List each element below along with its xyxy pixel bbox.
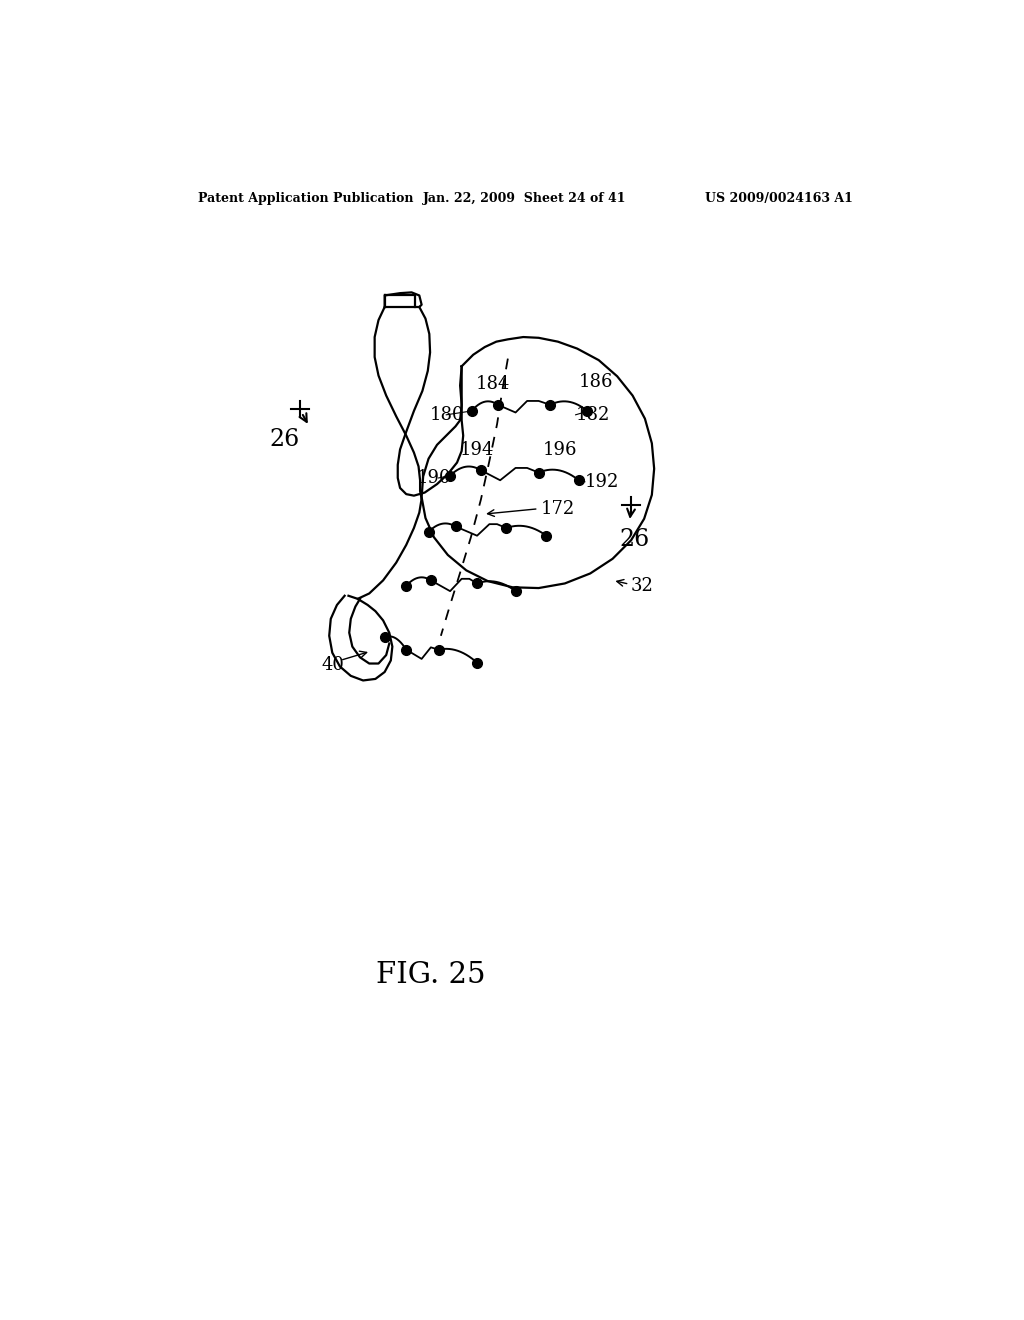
Text: 186: 186: [579, 374, 613, 391]
Text: 192: 192: [585, 473, 620, 491]
Text: 32: 32: [631, 577, 654, 595]
Text: Patent Application Publication: Patent Application Publication: [199, 191, 414, 205]
Text: 40: 40: [322, 656, 344, 675]
Text: US 2009/0024163 A1: US 2009/0024163 A1: [705, 191, 853, 205]
Text: Jan. 22, 2009  Sheet 24 of 41: Jan. 22, 2009 Sheet 24 of 41: [423, 191, 627, 205]
Text: 180: 180: [429, 405, 464, 424]
Text: 182: 182: [575, 405, 610, 424]
Text: 26: 26: [620, 528, 650, 550]
Text: 184: 184: [475, 375, 510, 393]
Text: 194: 194: [460, 441, 495, 459]
Text: 26: 26: [269, 428, 300, 451]
Text: FIG. 25: FIG. 25: [376, 961, 485, 989]
Text: 172: 172: [541, 500, 575, 517]
Text: 196: 196: [543, 441, 577, 459]
Text: 190: 190: [417, 469, 452, 487]
